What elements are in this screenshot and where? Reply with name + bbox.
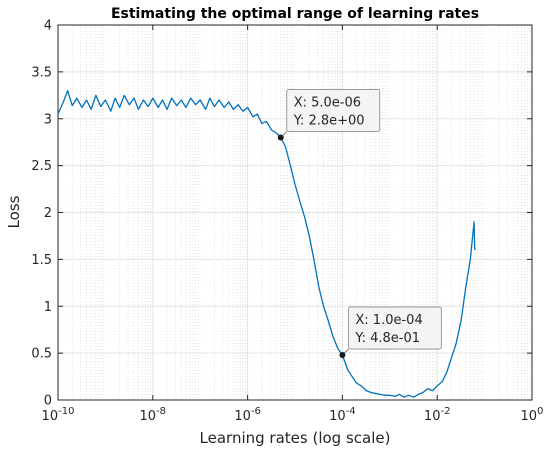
datatip-box [347, 306, 442, 350]
x-axis-title: Learning rates (log scale) [200, 429, 391, 447]
x-tick-label: 10-6 [234, 406, 261, 424]
datatip-x-label: X: 5.0e-06 [294, 96, 361, 111]
datatip: X: 5.0e-06 Y: 2.8e+00 [277, 89, 381, 141]
tick-marks [57, 24, 533, 401]
grid [57, 24, 533, 401]
datatip-marker [339, 352, 346, 358]
y-tick-label: 1 [44, 300, 52, 315]
datatip-marker [277, 134, 284, 141]
y-tick-label: 3 [44, 112, 52, 127]
y-tick-label: 3.5 [31, 65, 52, 80]
loss-curve [57, 89, 476, 398]
y-tick-label: 0.5 [31, 347, 52, 362]
datatips: X: 5.0e-06 Y: 2.8e+00 X: 1.0e-04 Y: 4.8e-01 [277, 89, 442, 358]
x-tick-label: 10-4 [329, 406, 356, 424]
y-axis-title: Loss [5, 195, 23, 228]
y-tick-labels: 0 0.5 1 1.5 2 2.5 3 3.5 4 [31, 19, 52, 409]
datatip: X: 1.0e-04 Y: 4.8e-01 [339, 306, 442, 358]
y-tick-label: 2 [44, 206, 52, 221]
datatip-y-label: Y: 4.8e-01 [354, 331, 420, 346]
y-tick-label: 4 [44, 19, 52, 34]
y-tick-label: 1.5 [31, 253, 52, 268]
chart-title: Estimating the optimal range of learning… [111, 6, 479, 22]
y-tick-label: 2.5 [31, 159, 52, 174]
x-tick-label: 10-10 [42, 406, 75, 424]
x-tick-label: 10-2 [424, 406, 451, 424]
x-tick-label: 100 [521, 406, 544, 424]
datatip-box [286, 89, 381, 132]
datatip-x-label: X: 1.0e-04 [355, 313, 422, 328]
x-tick-labels: 10-10 10-8 10-6 10-4 10-2 100 [42, 406, 544, 424]
datatip-y-label: Y: 2.8e+00 [293, 114, 365, 129]
y-tick-label: 0 [44, 394, 52, 409]
x-tick-label: 10-8 [140, 406, 167, 424]
